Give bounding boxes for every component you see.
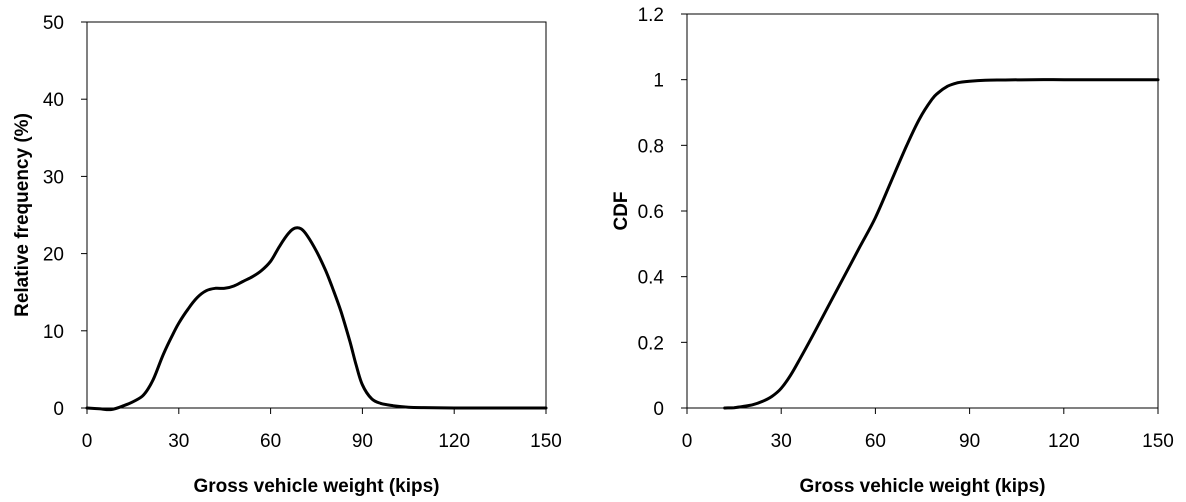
y-axis-title: CDF xyxy=(611,191,632,230)
y-axis-title: Relative frequency (%) xyxy=(12,113,33,317)
x-tick-label: 120 xyxy=(1048,431,1080,452)
cdf-chart: 0 30 60 90 120 150 0 0.2 0.4 0.6 0.8 1 1.2 Gross vehi… xyxy=(611,5,1174,497)
x-tick-label: 30 xyxy=(771,431,792,452)
x-tick-label: 60 xyxy=(865,431,886,452)
y-tick-label: 0 xyxy=(53,399,64,420)
y-tick-label: 1 xyxy=(653,71,664,92)
x-tick-label: 90 xyxy=(352,431,373,452)
x-tick-label: 120 xyxy=(438,431,470,452)
x-tick-label: 60 xyxy=(260,431,281,452)
plot-frame xyxy=(686,13,1159,409)
y-tick-label: 1.2 xyxy=(638,5,664,26)
y-tick-label: 0.6 xyxy=(638,202,664,223)
frequency-chart: 0 30 60 90 120 150 0 10 20 30 40 50 Gross vehicle we… xyxy=(12,13,562,497)
x-tick-label: 30 xyxy=(168,431,189,452)
y-tick-label: 0 xyxy=(653,399,664,420)
x-tick-label: 150 xyxy=(1142,431,1174,452)
x-tick-label: 0 xyxy=(682,431,693,452)
series-line xyxy=(85,226,548,412)
y-tick-label: 30 xyxy=(43,167,64,188)
x-axis-title: Gross vehicle weight (kips) xyxy=(193,476,439,497)
x-tick-label: 0 xyxy=(82,431,93,452)
y-tick-label: 0.8 xyxy=(638,136,664,157)
x-axis-title: Gross vehicle weight (kips) xyxy=(799,476,1045,497)
y-tick-label: 10 xyxy=(43,322,64,343)
y-tick-label: 0.2 xyxy=(638,333,664,354)
series-line xyxy=(723,78,1160,410)
y-tick-label: 0.4 xyxy=(638,268,665,289)
y-tick-label: 20 xyxy=(43,245,64,266)
x-tick-label: 150 xyxy=(530,431,562,452)
x-tick-label: 90 xyxy=(959,431,980,452)
y-tick-label: 40 xyxy=(43,90,64,111)
y-tick-label: 50 xyxy=(43,13,64,34)
plot-frame xyxy=(86,21,547,409)
